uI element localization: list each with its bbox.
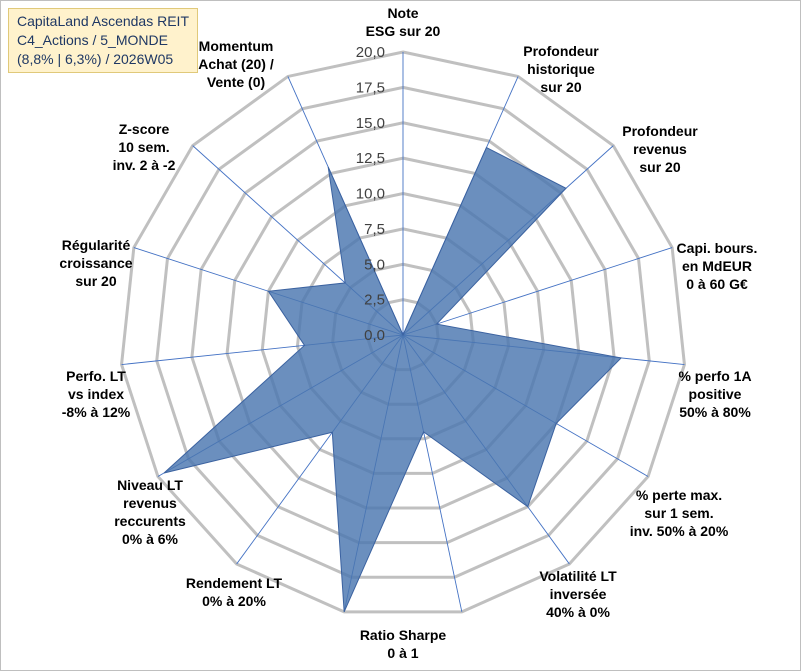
axis-label-line: sur 1 sem. — [644, 505, 713, 521]
r-tick-label: 17,5 — [356, 79, 385, 96]
axis-label-10: Niveau LT revenus reccurents 0% à 6% — [114, 477, 186, 547]
axis-label-line: 10 sem. — [118, 139, 169, 155]
axis-label-line: 0 à 60 G€ — [686, 276, 748, 292]
axis-label-line: Note — [387, 5, 418, 21]
r-tick-label: 2,5 — [364, 292, 385, 309]
axis-label-line: Profondeur — [622, 123, 698, 139]
chart-title-line-2: C4_Actions / 5_MONDE — [17, 32, 168, 48]
axis-label-line: sur 20 — [75, 273, 116, 289]
axis-label-line: % perte max. — [636, 487, 722, 503]
axis-label-line: Capi. bours. — [677, 240, 758, 256]
chart-title-line-3: (8,8% | 6,3%) / 2026W05 — [17, 51, 174, 67]
axis-label-line: Volatilité LT — [539, 568, 617, 584]
axis-label-5: % perte max. sur 1 sem. inv. 50% à 20% — [630, 487, 729, 539]
axis-label-line: Ratio Sharpe — [360, 627, 447, 643]
axis-label-6: Volatilité LT inversée 40% à 0% — [539, 568, 617, 620]
axis-label-line: Profondeur — [523, 43, 599, 59]
grid-ring-5 — [225, 156, 581, 510]
axis-label-line: Rendement LT — [186, 575, 283, 591]
axis-label-line: % perfo 1A — [678, 368, 751, 384]
grid-ring-7 — [155, 85, 651, 579]
axis-label-3: Capi. bours. en MdEUR 0 à 60 G€ — [677, 240, 758, 292]
axis-label-line: en MdEUR — [682, 258, 752, 274]
axis-label-line: historique — [527, 61, 595, 77]
axis-label-line: Perfo. LT — [66, 368, 126, 384]
axis-label-line: Niveau LT — [117, 477, 183, 493]
axis-label-line: croissance — [59, 255, 132, 271]
r-tick-label: 5,0 — [364, 256, 385, 273]
axis-label-12: Régularité croissance sur 20 — [59, 237, 132, 289]
axis-label-line: -8% à 12% — [62, 404, 131, 420]
axis-label-line: sur 20 — [540, 79, 581, 95]
r-tick-label: 7,5 — [364, 221, 385, 238]
axis-label-line: 0 à 1 — [387, 645, 418, 661]
axis-label-2: Profondeur revenus sur 20 — [622, 123, 698, 175]
axis-label-14: Momentum Achat (20) / Vente (0) — [198, 38, 274, 90]
axis-label-line: 40% à 0% — [546, 604, 610, 620]
axis-label-line: Vente (0) — [207, 74, 265, 90]
axis-label-0: Note ESG sur 20 — [366, 5, 441, 39]
axis-label-line: revenus — [123, 495, 177, 511]
data-series-area — [163, 146, 623, 613]
r-tick-label: 10,0 — [356, 186, 385, 203]
axis-label-line: 0% à 20% — [202, 593, 266, 609]
axis-label-line: inversée — [550, 586, 607, 602]
axis-label-line: positive — [689, 386, 742, 402]
axis-label-line: 50% à 80% — [679, 404, 751, 420]
axis-label-13: Z-score 10 sem. inv. 2 à -2 — [113, 121, 176, 173]
axis-label-7: Rendement LT 0% à 20% — [186, 575, 283, 609]
axis-label-line: revenus — [633, 141, 687, 157]
grid-ring-6 — [190, 121, 616, 545]
grid-ring-8 — [120, 50, 686, 614]
r-tick-label: 20,0 — [356, 44, 385, 61]
r-tick-label: 15,0 — [356, 115, 385, 132]
axis-spoke-3 — [402, 247, 673, 336]
axis-label-line: Z-score — [119, 121, 170, 137]
axis-label-11: Perfo. LT vs index -8% à 12% — [62, 368, 131, 420]
axis-label-line: vs index — [68, 386, 124, 402]
chart-title-line-1: CapitaLand Ascendas REIT — [17, 13, 189, 29]
axis-label-line: Momentum — [199, 38, 274, 54]
axis-label-4: % perfo 1A positive 50% à 80% — [678, 368, 751, 420]
axis-label-1: Profondeur historique sur 20 — [523, 43, 599, 95]
r-tick-label: 12,5 — [356, 150, 385, 167]
axis-label-line: inv. 2 à -2 — [113, 157, 176, 173]
axis-label-line: ESG sur 20 — [366, 23, 441, 39]
chart-title-box: CapitaLand Ascendas REIT C4_Actions / 5_… — [8, 8, 198, 73]
r-tick-label: 0,0 — [364, 327, 385, 344]
axis-label-8: Ratio Sharpe 0 à 1 — [360, 627, 447, 661]
axis-label-line: 0% à 6% — [122, 531, 179, 547]
axis-label-line: reccurents — [114, 513, 186, 529]
axis-label-line: sur 20 — [639, 159, 680, 175]
axis-label-line: inv. 50% à 20% — [630, 523, 729, 539]
axis-label-line: Régularité — [62, 237, 131, 253]
axis-label-line: Achat (20) / — [198, 56, 274, 72]
